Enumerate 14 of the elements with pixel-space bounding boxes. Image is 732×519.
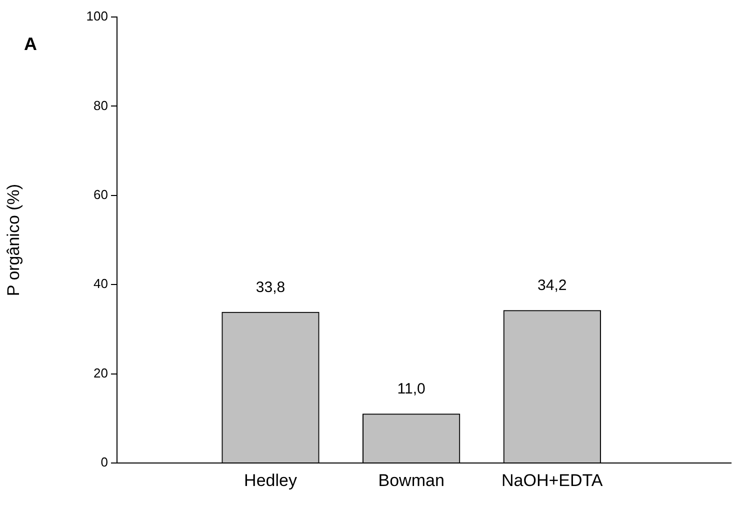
x-tick-label: Hedley	[244, 470, 298, 490]
y-tick-label: 0	[100, 454, 108, 470]
text: A	[24, 34, 37, 55]
x-tick-label: NaOH+EDTA	[502, 470, 604, 490]
data-label: 11,0	[397, 380, 426, 398]
y-axis-title: P orgânico (%)	[4, 184, 23, 296]
y-tick-label: 40	[94, 276, 108, 292]
y-tick-label: 60	[94, 186, 108, 202]
data-label: 33,8	[256, 278, 286, 296]
y-tick-label: 20	[94, 365, 108, 380]
x-tick-label: Bowman	[378, 470, 444, 490]
y-tick-label: 100	[86, 8, 108, 24]
data-label: 34,2	[538, 277, 567, 294]
y-tick-label: 80	[94, 98, 108, 113]
